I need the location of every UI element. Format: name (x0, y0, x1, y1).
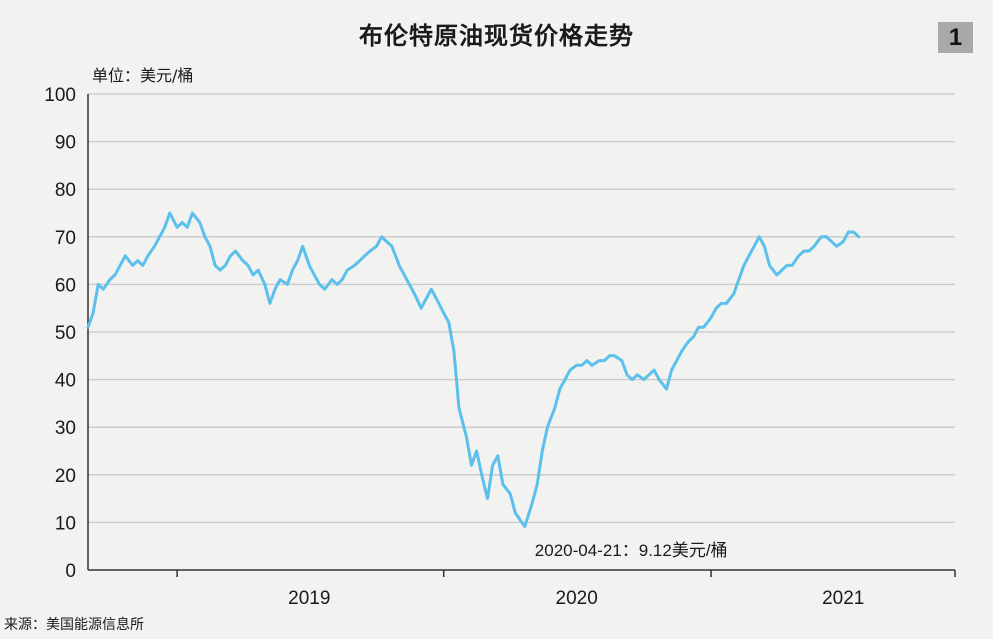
x-tick-label: 2020 (556, 588, 598, 609)
x-axis: 2019 2020 2021 (88, 569, 956, 609)
chart-title: 布伦特原油现货价格走势 (359, 22, 634, 50)
y-tick-label: 60 (55, 275, 76, 296)
x-tick-label: 2021 (822, 588, 864, 609)
source-note: 来源：美国能源信息所 (4, 617, 144, 633)
y-tick-label: 10 (55, 513, 76, 534)
y-tick-label: 100 (44, 85, 76, 106)
y-tick-label: 40 (55, 371, 76, 392)
y-tick-label: 90 (55, 133, 76, 154)
y-tick-label: 0 (65, 561, 76, 582)
y-axis-ticks: 0 10 20 30 40 50 60 70 80 90 100 (44, 85, 76, 582)
y-tick-label: 30 (55, 418, 76, 439)
y-axis-unit-label: 单位：美元/桶 (92, 66, 194, 85)
y-tick-label: 70 (55, 228, 76, 249)
figure-number-badge: 1 (938, 22, 973, 53)
y-tick-label: 80 (55, 180, 76, 201)
min-price-annotation: 2020-04-21：9.12美元/桶 (535, 541, 728, 560)
y-tick-label: 50 (55, 323, 76, 344)
price-line (86, 211, 861, 529)
y-tick-label: 20 (55, 466, 76, 487)
gridlines (87, 93, 955, 570)
x-tick-label: 2019 (288, 588, 330, 609)
